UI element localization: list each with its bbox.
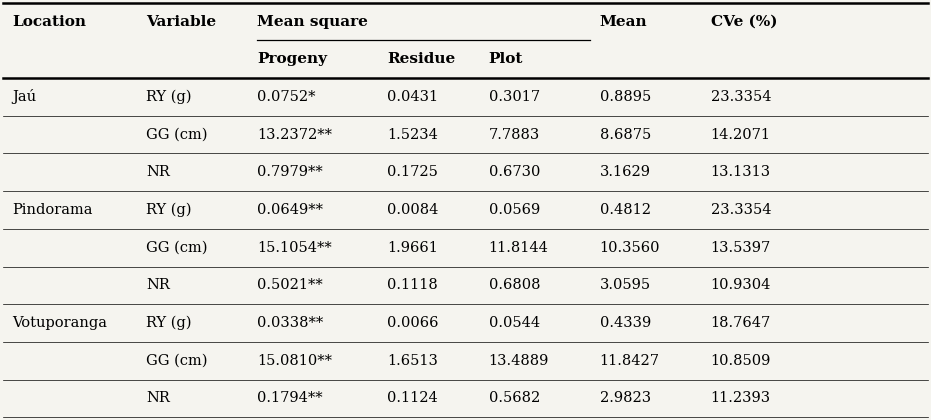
Text: 0.1124: 0.1124	[387, 391, 438, 405]
Text: RY (g): RY (g)	[146, 90, 192, 104]
Text: 0.0084: 0.0084	[387, 203, 439, 217]
Text: 0.5021**: 0.5021**	[257, 278, 323, 292]
Text: Residue: Residue	[387, 52, 455, 66]
Text: Jaú: Jaú	[12, 89, 36, 105]
Text: 0.7979**: 0.7979**	[257, 165, 323, 179]
Text: 15.0810**: 15.0810**	[257, 354, 332, 368]
Text: 13.4889: 13.4889	[489, 354, 549, 368]
Text: 0.4812: 0.4812	[600, 203, 651, 217]
Text: 0.8895: 0.8895	[600, 90, 651, 104]
Text: 13.1313: 13.1313	[710, 165, 771, 179]
Text: 0.4339: 0.4339	[600, 316, 651, 330]
Text: 10.9304: 10.9304	[710, 278, 771, 292]
Text: NR: NR	[146, 278, 170, 292]
Text: NR: NR	[146, 391, 170, 405]
Text: Mean square: Mean square	[257, 15, 368, 29]
Text: 1.9661: 1.9661	[387, 241, 438, 255]
Text: 7.7883: 7.7883	[489, 128, 540, 142]
Text: 0.0544: 0.0544	[489, 316, 540, 330]
Text: 0.0752*: 0.0752*	[257, 90, 316, 104]
Text: Mean: Mean	[600, 15, 647, 29]
Text: 0.0338**: 0.0338**	[257, 316, 324, 330]
Text: 3.1629: 3.1629	[600, 165, 651, 179]
Text: GG (cm): GG (cm)	[146, 354, 208, 368]
Text: Variable: Variable	[146, 15, 216, 29]
Text: RY (g): RY (g)	[146, 203, 192, 217]
Text: 0.0569: 0.0569	[489, 203, 540, 217]
Text: 13.5397: 13.5397	[710, 241, 771, 255]
Text: 2.9823: 2.9823	[600, 391, 651, 405]
Text: 0.0649**: 0.0649**	[257, 203, 323, 217]
Text: GG (cm): GG (cm)	[146, 128, 208, 142]
Text: 15.1054**: 15.1054**	[257, 241, 332, 255]
Text: 0.1725: 0.1725	[387, 165, 438, 179]
Text: 0.0431: 0.0431	[387, 90, 438, 104]
Text: 10.8509: 10.8509	[710, 354, 771, 368]
Text: 1.5234: 1.5234	[387, 128, 438, 142]
Text: 14.2071: 14.2071	[710, 128, 771, 142]
Text: 0.5682: 0.5682	[489, 391, 540, 405]
Text: CVe (%): CVe (%)	[710, 15, 777, 29]
Text: 11.8144: 11.8144	[489, 241, 548, 255]
Text: NR: NR	[146, 165, 170, 179]
Text: 10.3560: 10.3560	[600, 241, 660, 255]
Text: 11.2393: 11.2393	[710, 391, 771, 405]
Text: Votuporanga: Votuporanga	[12, 316, 107, 330]
Text: 18.7647: 18.7647	[710, 316, 771, 330]
Text: 13.2372**: 13.2372**	[257, 128, 332, 142]
Text: 23.3354: 23.3354	[710, 203, 771, 217]
Text: Plot: Plot	[489, 52, 523, 66]
Text: 0.0066: 0.0066	[387, 316, 439, 330]
Text: 0.1794**: 0.1794**	[257, 391, 323, 405]
Text: 0.6808: 0.6808	[489, 278, 540, 292]
Text: Progeny: Progeny	[257, 52, 328, 66]
Text: 11.8427: 11.8427	[600, 354, 660, 368]
Text: 1.6513: 1.6513	[387, 354, 438, 368]
Text: 0.3017: 0.3017	[489, 90, 540, 104]
Text: Location: Location	[12, 15, 86, 29]
Text: 0.6730: 0.6730	[489, 165, 540, 179]
Text: RY (g): RY (g)	[146, 316, 192, 330]
Text: GG (cm): GG (cm)	[146, 241, 208, 255]
Text: 8.6875: 8.6875	[600, 128, 651, 142]
Text: 3.0595: 3.0595	[600, 278, 651, 292]
Text: Pindorama: Pindorama	[12, 203, 92, 217]
Text: 0.1118: 0.1118	[387, 278, 438, 292]
Text: 23.3354: 23.3354	[710, 90, 771, 104]
